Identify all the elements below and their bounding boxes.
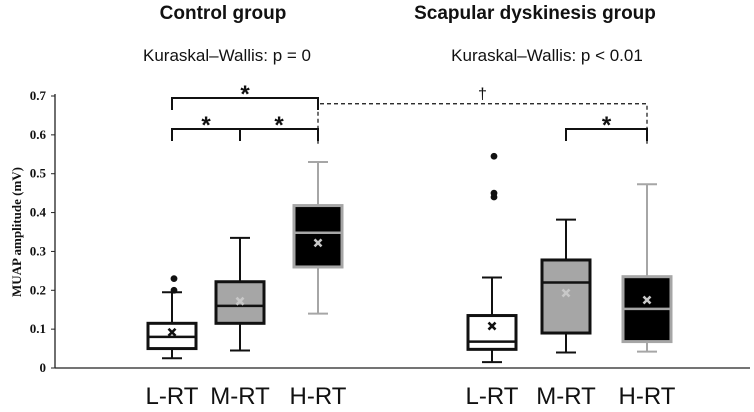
box-l-rt xyxy=(466,314,518,351)
y-tick-label: 0.4 xyxy=(30,205,47,220)
group-title-control: Control group xyxy=(160,3,287,24)
kruskal-wallis-control: Kuraskal–Wallis: p = 0 xyxy=(143,46,311,65)
mean-marker xyxy=(235,296,245,306)
x-category-label: M-RT xyxy=(536,383,596,410)
significance-bracket xyxy=(171,96,319,110)
outlier-point xyxy=(170,275,178,283)
y-tick-label: 0.7 xyxy=(30,88,47,103)
box-h-rt xyxy=(292,204,344,269)
y-tick-label: 0.2 xyxy=(30,282,46,297)
outlier-point xyxy=(490,189,498,197)
mean-marker xyxy=(561,288,571,298)
dagger-bracket xyxy=(317,103,648,144)
outlier-point xyxy=(170,286,178,294)
y-tick-label: 0.3 xyxy=(30,243,47,258)
mean-marker xyxy=(313,238,323,248)
outlier-point xyxy=(490,152,498,160)
y-tick-label: 0.1 xyxy=(30,321,46,336)
kruskal-wallis-dyskinesis: Kuraskal–Wallis: p < 0.01 xyxy=(451,46,643,65)
mean-marker xyxy=(642,295,652,305)
significance-star: * xyxy=(240,81,250,108)
mean-marker xyxy=(167,327,177,337)
y-axis-label: MUAP amplitude (mV) xyxy=(9,167,24,297)
significance-star: * xyxy=(274,112,284,139)
x-category-label: L-RT xyxy=(466,383,519,410)
y-tick-label: 0 xyxy=(40,360,47,375)
x-category-label: H-RT xyxy=(290,383,347,410)
significance-star: * xyxy=(602,112,612,139)
box-m-rt xyxy=(540,258,592,335)
mean-marker xyxy=(487,321,497,331)
x-category-label: L-RT xyxy=(146,383,199,410)
y-tick-label: 0.6 xyxy=(30,127,47,142)
group-title-dyskinesis: Scapular dyskinesis group xyxy=(414,3,656,24)
significance-star: * xyxy=(201,112,211,139)
x-category-label: M-RT xyxy=(210,383,270,410)
x-category-label: H-RT xyxy=(619,383,676,410)
y-tick-label: 0.5 xyxy=(30,166,47,181)
dagger-label: † xyxy=(478,86,487,103)
